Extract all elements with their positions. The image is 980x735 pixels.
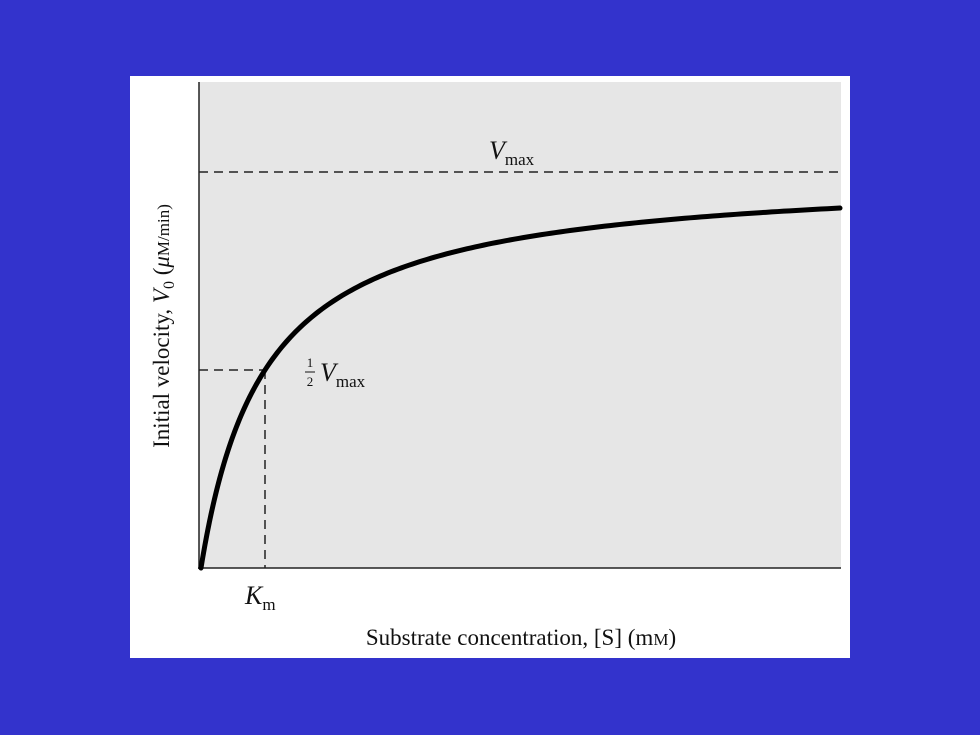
subscript: m — [262, 595, 275, 614]
km-label: Km — [244, 581, 276, 614]
symbol: K — [244, 581, 264, 610]
half-vmax-label: Vmax — [320, 358, 366, 391]
fraction-denominator: 2 — [307, 374, 314, 389]
x-axis-title: Substrate concentration, [S] (mM) — [366, 625, 676, 650]
subscript: 0 — [161, 281, 178, 289]
symbol: V — [149, 286, 174, 303]
unit-small-caps: M/min) — [154, 204, 173, 256]
subscript: max — [336, 372, 366, 391]
subscript: max — [505, 150, 535, 169]
unit-open: ( — [149, 268, 174, 281]
saturation-curve — [198, 205, 843, 571]
unit-small-caps: M — [653, 630, 668, 649]
title-text: Substrate concentration, [S] (m — [366, 625, 654, 650]
y-axis-title: Initial velocity, V0 (μM/min) — [149, 204, 178, 448]
title-text: Initial velocity, — [149, 303, 174, 448]
fraction-numerator: 1 — [307, 355, 314, 370]
symbol: V — [320, 358, 339, 387]
vmax-label: Vmax — [489, 136, 535, 169]
symbol: V — [489, 136, 508, 165]
title-close: ) — [668, 625, 676, 650]
unit-mu: μ — [149, 256, 174, 269]
